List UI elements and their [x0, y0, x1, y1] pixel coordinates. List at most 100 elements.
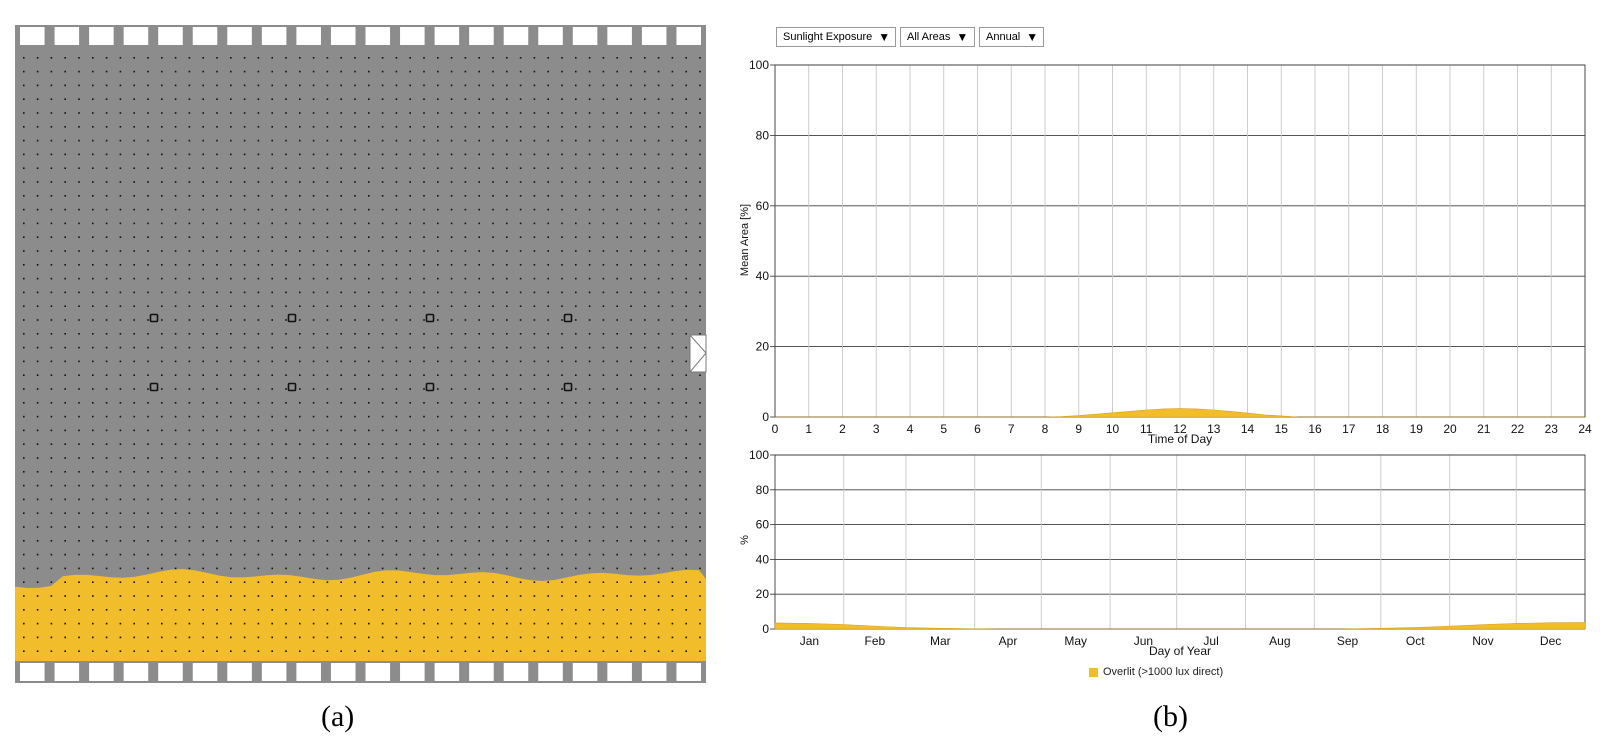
sensor-point [202, 498, 204, 501]
sensor-point [147, 388, 149, 390]
sensor-point [657, 319, 660, 321]
sensor-point [147, 402, 149, 404]
sensor-point [64, 388, 66, 390]
sensor-point [575, 208, 577, 211]
sensor-point [64, 195, 66, 197]
sensor-point [561, 70, 563, 73]
sensor-point [326, 388, 329, 390]
sensor-point [147, 595, 149, 597]
sensor-point [630, 636, 632, 639]
sensor-point [464, 512, 467, 514]
sensor-point [230, 305, 232, 307]
sensor-point [492, 57, 494, 59]
sensor-point [147, 484, 149, 487]
sensor-point [161, 181, 163, 183]
sensor-point [506, 208, 508, 211]
sensor-point [450, 429, 453, 432]
sensor-point [78, 153, 80, 156]
sensor-point [133, 264, 135, 266]
sensor-point [92, 443, 94, 445]
sensor-point [243, 484, 246, 487]
chart-legend: Overlit (>1000 lux direct) [1089, 666, 1223, 678]
sensor-point [685, 595, 687, 597]
sensor-point [506, 291, 508, 294]
sensor-point [243, 319, 246, 321]
sensor-point [299, 360, 301, 363]
sensor-point [685, 567, 687, 570]
sensor-point [464, 139, 467, 142]
sensor-point [685, 540, 687, 542]
sensor-point [409, 609, 411, 611]
sensor-point [630, 512, 632, 514]
sensor-point [616, 250, 618, 252]
area-dropdown[interactable]: All Areas ▼ [900, 27, 975, 47]
sensor-point [147, 181, 149, 183]
sensor-point [188, 443, 191, 445]
sensor-point [119, 512, 122, 514]
sensor-point [588, 484, 591, 487]
sensor-point [616, 429, 618, 432]
y-tick-label: 80 [756, 128, 770, 142]
window-pane [20, 27, 45, 45]
sensor-point [575, 622, 577, 625]
sensor-point [409, 567, 411, 570]
sensor-point [423, 622, 425, 625]
sensor-point [105, 471, 108, 473]
sensor-point [50, 609, 53, 611]
sensor-point [312, 567, 315, 570]
sensor-point [202, 650, 204, 652]
sensor-point [547, 581, 549, 583]
sensor-point [657, 636, 660, 639]
sensor-point [105, 553, 108, 556]
sensor-point [644, 609, 646, 611]
sensor-point [492, 305, 494, 307]
sensor-point [630, 208, 632, 211]
sensor-point [547, 70, 549, 73]
sensor-point [657, 112, 660, 114]
x-tick-label: Sep [1337, 634, 1359, 648]
window-pane [89, 27, 114, 45]
sensor-point [105, 195, 108, 197]
sensor-point [92, 484, 94, 487]
sensor-point [340, 250, 342, 252]
sensor-point [506, 167, 508, 169]
sensor-point [326, 484, 329, 487]
sensor-point [105, 595, 108, 597]
sensor-point [630, 222, 632, 225]
period-dropdown[interactable]: Annual ▼ [979, 27, 1044, 47]
sensor-point [285, 429, 287, 432]
sensor-point [409, 305, 411, 307]
window-pane [123, 663, 149, 681]
sensor-point [243, 388, 246, 390]
sensor-point [50, 139, 53, 142]
sensor-point [547, 650, 549, 652]
sensor-point [547, 57, 549, 59]
sensor-point [271, 181, 273, 183]
sensor-point [699, 250, 701, 252]
sensor-point [23, 360, 25, 363]
sensor-point [299, 636, 301, 639]
sensor-point [437, 540, 439, 542]
sensor-point [588, 540, 591, 542]
sensor-point [533, 609, 536, 611]
sensor-point [92, 415, 94, 418]
sensor-point [395, 98, 398, 100]
sensor-point [285, 291, 287, 294]
sensor-point [685, 429, 687, 432]
sensor-point [133, 567, 135, 570]
sensor-point [299, 277, 301, 280]
sensor-point [312, 429, 315, 432]
sensor-point [368, 264, 370, 266]
sensor-point [561, 360, 563, 363]
sensor-point [478, 443, 480, 445]
metric-dropdown[interactable]: Sunlight Exposure ▼ [776, 27, 896, 47]
sensor-point [161, 595, 163, 597]
sensor-point [161, 222, 163, 225]
sensor-point [368, 139, 370, 142]
sensor-point [506, 181, 508, 183]
sensor-point [409, 471, 411, 473]
sensor-point [326, 139, 329, 142]
sensor-point [464, 498, 467, 501]
sensor-point [395, 195, 398, 197]
sensor-point [174, 526, 177, 528]
